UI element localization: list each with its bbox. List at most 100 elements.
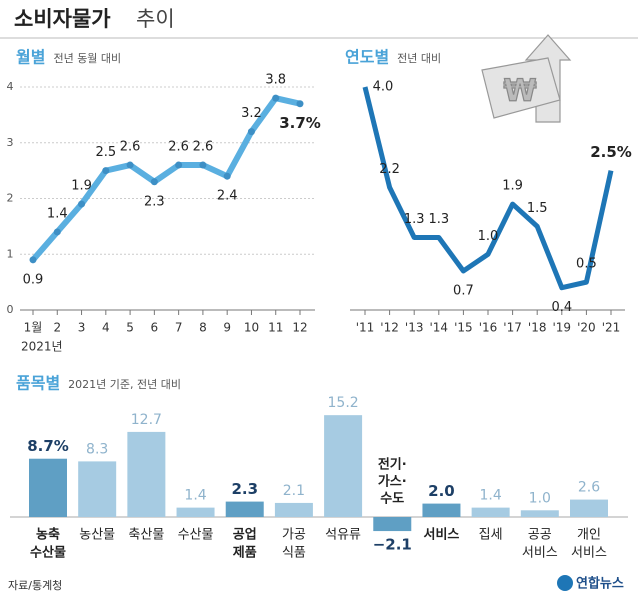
value-label: 1.4 (47, 206, 68, 221)
chart-title: 월별 (16, 48, 45, 67)
value-label: 4.0 (373, 80, 394, 95)
value-label: 2.3 (144, 194, 165, 209)
category-label: 제품 (233, 546, 257, 561)
category-label: 서비스 (522, 546, 558, 561)
bar (127, 431, 166, 517)
category-label: 농산물 (79, 528, 115, 543)
title-light: 추이 (136, 7, 175, 31)
point (102, 167, 110, 175)
category-label: 식품 (282, 546, 306, 561)
value-label: 2.6 (578, 480, 600, 496)
bar (471, 507, 510, 517)
x-tick-label: '19 (553, 321, 572, 335)
value-label: −2.1 (373, 536, 412, 554)
x-tick-label: 10 (244, 321, 259, 335)
value-label: 1.0 (478, 229, 499, 244)
y-tick-label: 3 (7, 136, 14, 149)
value-label: 1.9 (71, 179, 92, 194)
x-tick-label: '21 (602, 321, 621, 335)
category-label: 석유류 (325, 528, 361, 543)
bar (422, 503, 461, 517)
category-label: 서비스 (571, 546, 607, 561)
value-label: 1.0 (529, 490, 551, 506)
category-label: 전기· (378, 457, 407, 473)
value-label: 2.5 (95, 145, 116, 160)
value-label: 1.3 (404, 212, 425, 227)
value-label: 3.7% (279, 114, 321, 132)
value-label: 2.3 (231, 480, 258, 498)
won-block (481, 57, 561, 119)
y-tick-label: 2 (7, 192, 14, 205)
value-label: 2.6 (120, 140, 141, 155)
value-label: 3.2 (241, 106, 262, 121)
x-tick-label: '11 (356, 321, 375, 335)
point (78, 200, 86, 208)
logo: 연합뉴스 (576, 576, 624, 592)
x-tick-label: '17 (503, 321, 522, 335)
bar (29, 458, 67, 517)
bar (176, 507, 215, 517)
value-label: 2.2 (379, 162, 400, 177)
point (126, 161, 134, 169)
value-label: 15.2 (328, 395, 359, 411)
y-tick-label: 0 (7, 303, 14, 316)
x-tick-label: 2 (53, 321, 61, 335)
category-label: 수산물 (178, 528, 214, 543)
value-label: 0.9 (23, 272, 44, 287)
x-tick-label: 7 (175, 321, 183, 335)
x-tick-label: '18 (528, 321, 547, 335)
y-tick-label: 1 (7, 247, 14, 260)
value-label: 2.1 (283, 483, 305, 499)
bar (373, 517, 412, 532)
point (53, 228, 61, 236)
bar (225, 501, 264, 517)
x-tick-label: '13 (405, 321, 424, 335)
value-label: 1.4 (184, 488, 206, 504)
logo-mark (557, 575, 573, 591)
value-label: 2.0 (428, 482, 455, 500)
point (199, 161, 207, 169)
category-label: 가스· (378, 475, 407, 490)
category-label: 집세 (479, 528, 503, 543)
chart-subtitle: 전년 대비 (397, 52, 441, 65)
x-tick-label: 3 (78, 321, 86, 335)
point (150, 178, 158, 186)
bar (78, 461, 117, 517)
chart-title: 품목별 (16, 374, 60, 393)
x-axis-label: 2021년 (21, 340, 63, 354)
value-label: 1.4 (480, 488, 502, 504)
bar (274, 502, 313, 517)
x-tick-label: 12 (292, 321, 307, 335)
category-label: 가공 (282, 528, 306, 543)
value-label: 1.3 (428, 212, 449, 227)
value-label: 2.5% (590, 143, 632, 161)
value-label: 2.6 (168, 140, 189, 155)
category-label: 축산물 (128, 528, 164, 543)
point (272, 94, 280, 102)
value-label: 0.5 (576, 257, 597, 272)
category-label: 공업 (233, 528, 257, 543)
category-label: 수도 (380, 492, 404, 507)
value-label: 0.7 (453, 283, 474, 298)
bar (570, 499, 608, 517)
value-label: 3.8 (265, 73, 286, 88)
value-label: 0.4 (551, 300, 572, 315)
point (175, 161, 183, 169)
chart-subtitle: 전년 동월 대비 (53, 52, 121, 65)
value-label: 8.3 (86, 441, 108, 457)
bar (520, 510, 559, 517)
value-label: 1.5 (527, 201, 548, 216)
x-tick-label: 5 (126, 321, 134, 335)
source: 자료/통계청 (8, 579, 62, 592)
x-tick-label: 6 (151, 321, 159, 335)
category-label: 서비스 (424, 528, 460, 543)
y-tick-label: 4 (7, 80, 14, 93)
point (247, 128, 255, 136)
title-bold: 소비자물가 (14, 7, 111, 31)
won-sign: ₩ (503, 74, 536, 109)
point (296, 100, 304, 108)
x-tick-label: '15 (454, 321, 473, 335)
value-label: 12.7 (131, 412, 162, 428)
x-tick-label: '14 (430, 321, 449, 335)
